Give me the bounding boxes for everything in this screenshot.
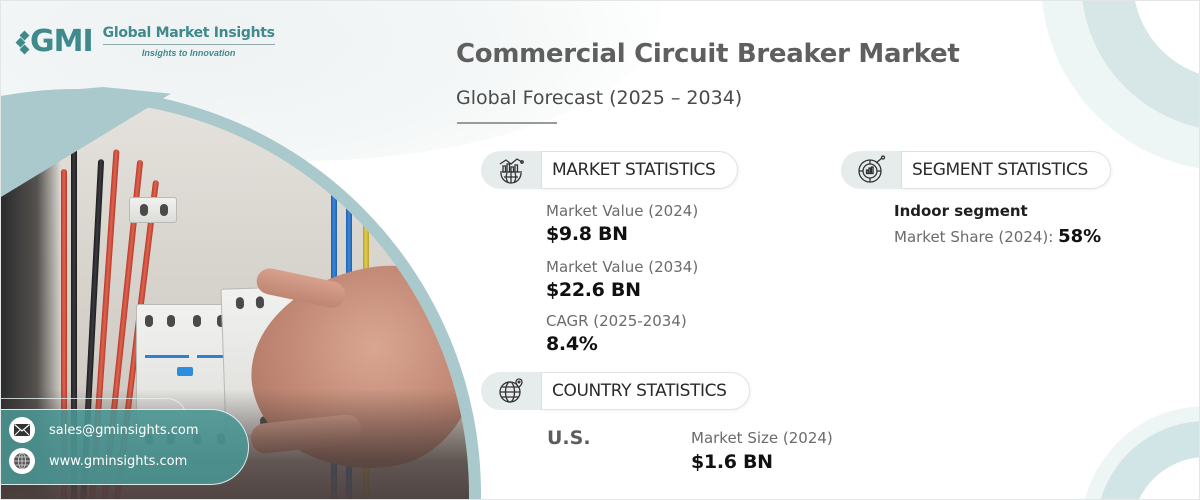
country-statistics-header: COUNTRY STATISTICS <box>481 372 750 410</box>
wire-black <box>71 149 77 499</box>
logo-wordmark: Global Market Insights Insights to Innov… <box>102 25 275 58</box>
envelope-icon <box>9 417 35 443</box>
segment-share-value: 58% <box>1058 226 1102 247</box>
cagr-value: 8.4% <box>546 333 598 355</box>
segment-statistics-heading: SEGMENT STATISTICS <box>902 151 1111 189</box>
segment-name: Indoor segment <box>894 202 1028 220</box>
country-market-size-value: $1.6 BN <box>691 451 773 473</box>
contact-email-row[interactable]: sales@gminsights.com <box>9 417 199 443</box>
market-statistics-header: MARKET STATISTICS <box>481 151 739 189</box>
brand-name: Global Market Insights <box>102 25 275 45</box>
market-value-2034: $22.6 BN <box>546 279 641 301</box>
segment-share-label: Market Share (2024): <box>894 228 1054 246</box>
page-subtitle: Global Forecast (2025 – 2034) <box>456 87 743 109</box>
country-statistics-heading: COUNTRY STATISTICS <box>542 372 750 410</box>
contact-bar: sales@gminsights.com www.gminsights.com <box>1 409 249 485</box>
contact-email[interactable]: sales@gminsights.com <box>49 422 199 438</box>
globe-icon <box>9 448 35 474</box>
chart-globe-icon <box>481 151 541 189</box>
wire-red <box>61 169 67 499</box>
market-value-2024: $9.8 BN <box>546 223 628 245</box>
gmi-logo: GMI Global Market Insights Insights to I… <box>15 23 275 59</box>
title-divider <box>457 122 557 124</box>
logo-diamonds-icon <box>15 30 30 54</box>
contact-website[interactable]: www.gminsights.com <box>49 453 188 469</box>
page-title: Commercial Circuit Breaker Market <box>456 39 960 69</box>
market-value-2034-label: Market Value (2034) <box>546 258 699 276</box>
cagr-label: CAGR (2025-2034) <box>546 312 687 330</box>
market-value-2024-label: Market Value (2024) <box>546 202 699 220</box>
country-name: U.S. <box>547 427 591 449</box>
segment-share: Market Share (2024): 58% <box>894 226 1101 247</box>
logo-mark-text: GMI <box>30 23 94 59</box>
country-market-size-label: Market Size (2024) <box>691 429 833 447</box>
terminal-block <box>129 197 177 223</box>
contact-website-row[interactable]: www.gminsights.com <box>9 448 187 474</box>
logo-mark: GMI <box>15 23 94 59</box>
market-statistics-heading: MARKET STATISTICS <box>542 151 739 189</box>
segment-statistics-header: SEGMENT STATISTICS <box>841 151 1111 189</box>
globe-pin-icon <box>481 372 541 410</box>
brand-tagline: Insights to Innovation <box>141 48 236 58</box>
segment-donut-chart-icon <box>841 151 901 189</box>
